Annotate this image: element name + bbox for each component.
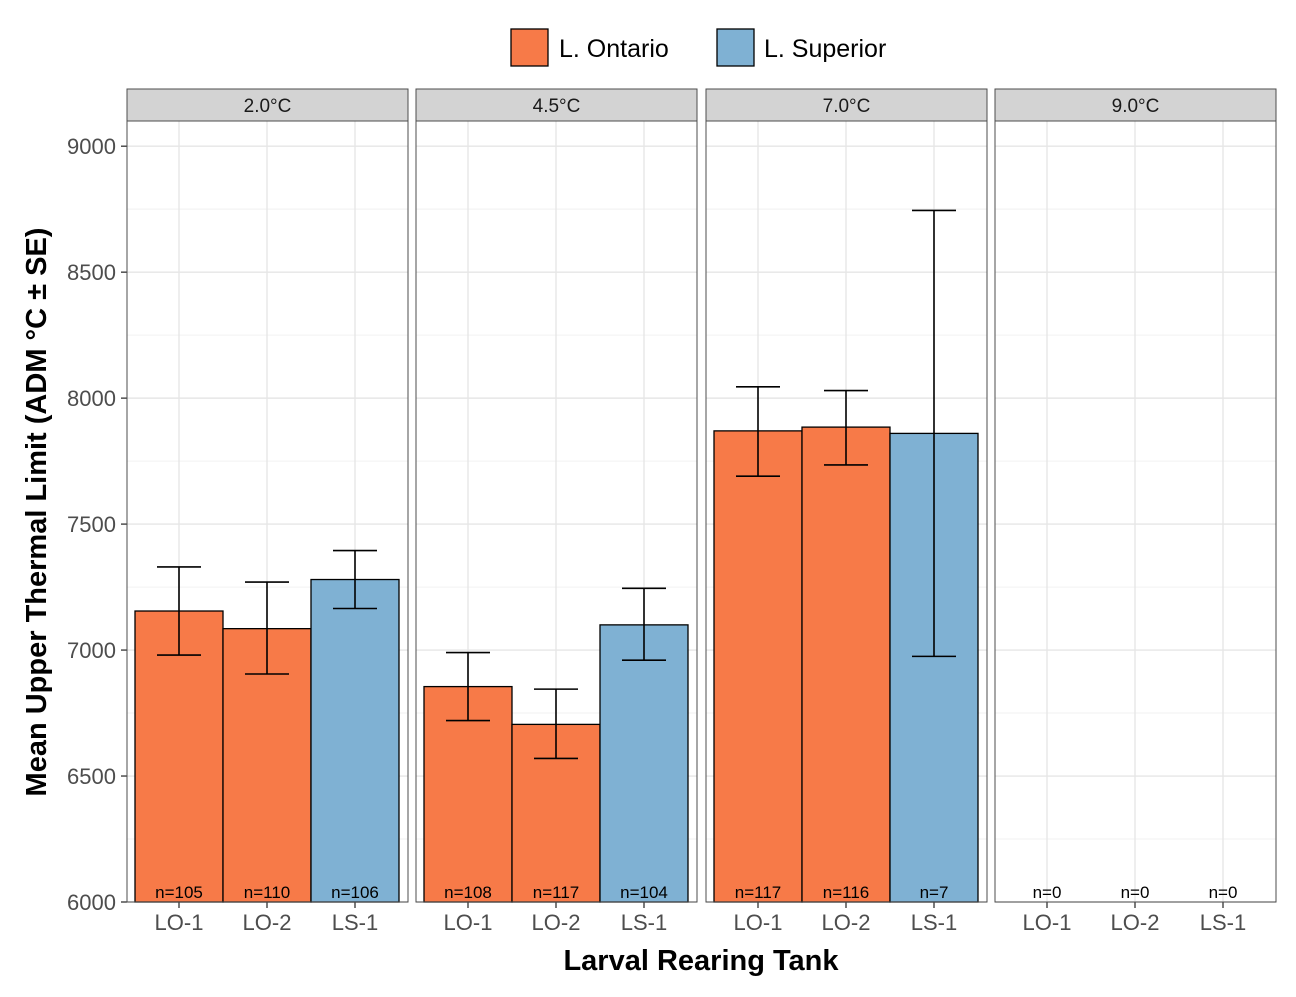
facet-panel-0: n=105 LO-1 n=110 LO-2 n=106 LS-1 2.0°C: [126, 88, 409, 935]
x-tick-label: LO-2: [1111, 910, 1160, 935]
sample-size-label: n=0: [1033, 883, 1062, 902]
sample-size-label: n=106: [331, 883, 379, 902]
bar-LO-2: [801, 426, 891, 903]
y-tick-label: 7000: [67, 638, 116, 663]
facet-strip-label: 4.5°C: [533, 96, 581, 117]
legend-label-0: L. Ontario: [559, 35, 669, 63]
x-tick-label: LS-1: [911, 910, 957, 935]
x-tick-label: LO-1: [444, 910, 493, 935]
y-axis-title: Mean Upper Thermal Limit (ADM °C ± SE): [21, 228, 53, 797]
facet-strip-label: 7.0°C: [823, 96, 871, 117]
x-axis-title: Larval Rearing Tank: [563, 945, 839, 977]
sample-size-label: n=104: [620, 883, 668, 902]
facet-panel-1: n=108 LO-1 n=117 LO-2 n=104 LS-1 4.5°C: [415, 88, 698, 935]
y-tick-label: 9000: [67, 134, 116, 159]
y-tick-label: 6000: [67, 890, 116, 915]
x-tick-label: LO-1: [734, 910, 783, 935]
bar-LO-1: [134, 610, 224, 903]
sample-size-label: n=105: [155, 883, 203, 902]
x-tick-label: LO-1: [1023, 910, 1072, 935]
sample-size-label: n=7: [920, 883, 949, 902]
sample-size-label: n=110: [244, 883, 290, 902]
y-tick-label: 8000: [67, 386, 116, 411]
sample-size-label: n=0: [1121, 883, 1150, 902]
facet-panel-3: n=0 LO-1 n=0 LO-2 n=0 LS-1 9.0°C: [994, 88, 1277, 935]
x-tick-label: LO-1: [155, 910, 204, 935]
sample-size-label: n=117: [735, 883, 781, 902]
bar-LS-1: [310, 578, 400, 903]
facet-panels: n=105 LO-1 n=110 LO-2 n=106 LS-1 2.0°C n=108 LO-…: [126, 88, 1277, 935]
legend-label-1: L. Superior: [764, 35, 886, 63]
x-tick-label: LO-2: [532, 910, 581, 935]
facet-strip: [705, 88, 988, 122]
y-axis: 6000 6500 7000 7500 8000 8500 9000: [67, 134, 127, 915]
y-tick-label: 7500: [67, 512, 116, 537]
x-tick-label: LO-2: [822, 910, 871, 935]
facet-strip: [994, 88, 1277, 122]
facet-strip: [126, 88, 409, 122]
bar-LS-1: [599, 624, 689, 903]
facet-strip-label: 9.0°C: [1112, 96, 1160, 117]
sample-size-label: n=116: [823, 883, 869, 902]
legend-swatch-0: [510, 28, 549, 67]
sample-size-label: n=108: [444, 883, 492, 902]
legend-swatch-1: [716, 28, 755, 67]
x-tick-label: LS-1: [1200, 910, 1246, 935]
y-tick-label: 6500: [67, 764, 116, 789]
facet-panel-2: n=117 LO-1 n=116 LO-2 n=7 LS-1 7.0°C: [705, 88, 988, 935]
bar-LO-1: [713, 430, 803, 903]
sample-size-label: n=117: [533, 883, 579, 902]
y-tick-label: 8500: [67, 260, 116, 285]
legend: L. Ontario L. Superior: [510, 28, 886, 67]
sample-size-label: n=0: [1209, 883, 1238, 902]
x-tick-label: LS-1: [332, 910, 378, 935]
facet-strip: [415, 88, 698, 122]
x-tick-label: LS-1: [621, 910, 667, 935]
x-tick-label: LO-2: [243, 910, 292, 935]
facet-strip-label: 2.0°C: [244, 96, 292, 117]
